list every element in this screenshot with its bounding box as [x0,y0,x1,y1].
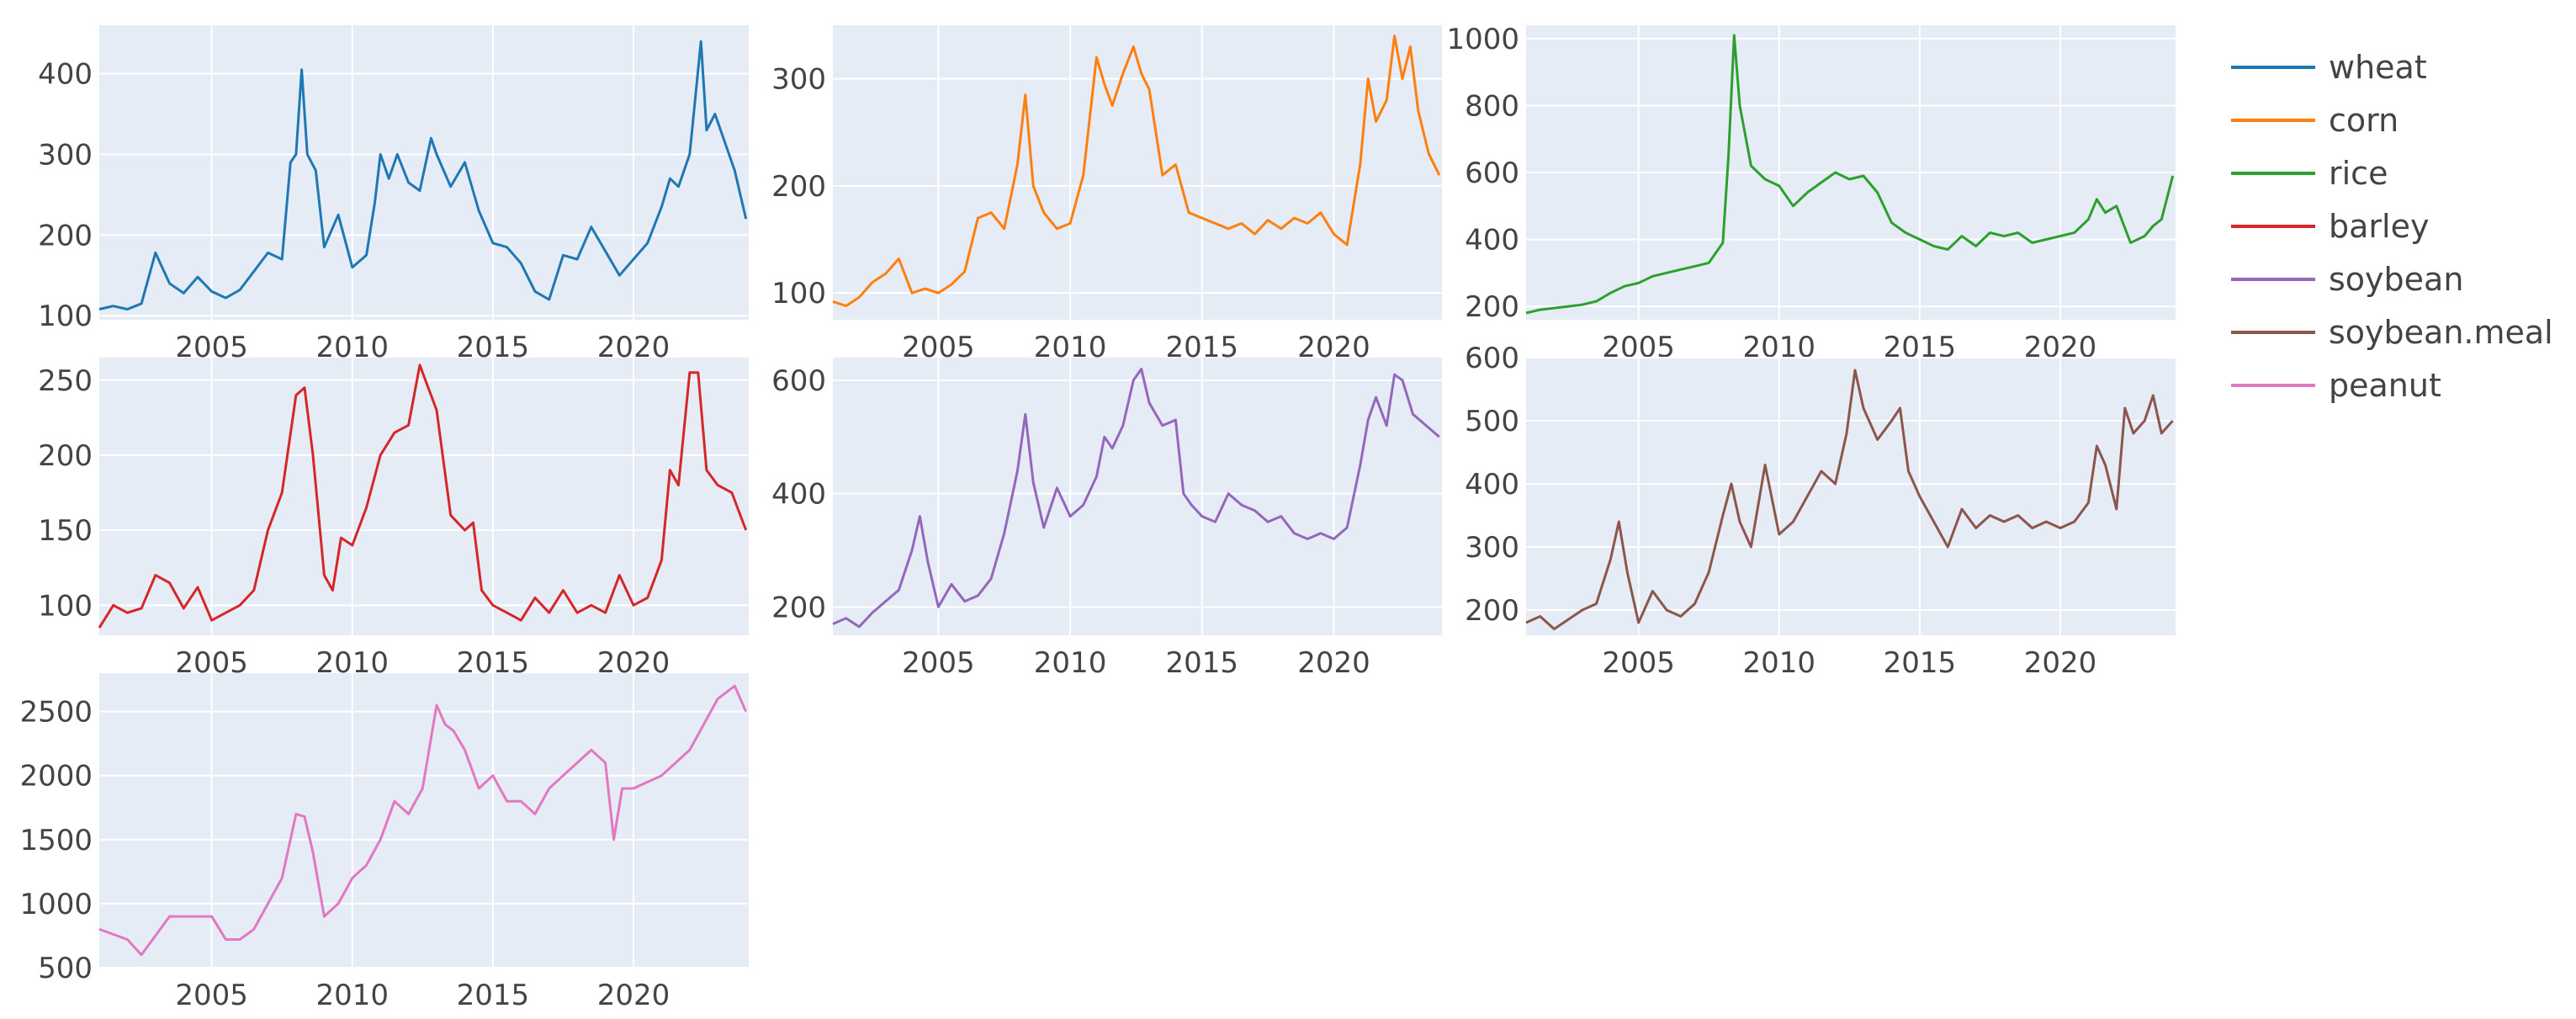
legend-item-soybean[interactable]: soybean [2231,261,2463,298]
legend-label: wheat [2329,49,2427,86]
x-tick-label: 2015 [457,979,530,1012]
x-tick-label: 2020 [1297,646,1370,680]
x-tick-label: 2015 [1884,646,1957,680]
y-tick-label: 200 [1465,594,1519,628]
legend-item-rice[interactable]: rice [2231,155,2388,192]
plot-area [99,358,749,635]
y-tick-label: 200 [38,219,93,252]
legend-label: peanut [2329,367,2441,404]
subplot-soybean-meal: 2005 2010 2015 2020 200 300 400 500 600 [1465,342,2176,680]
legend-label: soybean.meal [2329,314,2553,351]
subplot-soybean: 2005 2010 2015 2020 200 400 600 [771,358,1442,680]
series-line-soybean-meal [1525,369,2174,630]
y-tick-label: 250 [38,364,93,398]
y-tick-label: 1500 [19,824,93,857]
legend-item-wheat[interactable]: wheat [2231,49,2427,86]
y-tick-label: 150 [38,514,93,548]
y-tick-label: 200 [1465,290,1519,324]
y-tick-label: 300 [771,63,826,97]
y-tick-label: 1000 [1446,23,1519,56]
x-tick-label: 2010 [1743,646,1816,680]
legend-item-corn[interactable]: corn [2231,102,2398,139]
y-tick-label: 1000 [19,888,93,921]
series-line-soybean [832,368,1440,629]
y-tick-label: 600 [771,364,826,398]
series-line-barley [98,364,748,629]
y-tick-label: 500 [1465,405,1519,438]
legend-label: corn [2329,102,2398,139]
legend-item-peanut[interactable]: peanut [2231,367,2441,404]
subplot-peanut: 2005 2010 2015 2020 500 1000 1500 2000 2500 [19,673,749,1012]
y-tick-label: 2000 [19,760,93,793]
y-tick-label: 300 [1465,531,1519,565]
plot-area [833,358,1442,635]
y-tick-label: 2500 [19,696,93,730]
y-tick-label: 200 [38,439,93,473]
y-tick-label: 100 [38,300,93,333]
x-tick-label: 2005 [902,646,975,680]
plot-area [99,673,749,968]
y-tick-label: 200 [771,170,826,204]
x-tick-label: 2010 [1034,646,1107,680]
legend-item-barley[interactable]: barley [2231,208,2429,245]
y-tick-label: 400 [38,58,93,92]
x-tick-label: 2005 [175,979,248,1012]
x-tick-label: 2010 [316,979,390,1012]
y-tick-label: 600 [1465,342,1519,375]
y-tick-label: 400 [771,478,826,512]
y-tick-label: 400 [1465,468,1519,502]
legend-label: soybean [2329,261,2463,298]
series-line-peanut [98,684,748,957]
x-tick-label: 2020 [597,979,671,1012]
y-tick-label: 300 [38,138,93,172]
y-tick-label: 100 [771,277,826,310]
y-tick-label: 200 [771,591,826,624]
y-tick-label: 600 [1465,157,1519,190]
y-tick-label: 800 [1465,89,1519,123]
series-line-corn [832,34,1441,307]
y-tick-label: 100 [38,589,93,623]
x-tick-label: 2015 [1166,646,1239,680]
legend-label: rice [2329,155,2388,192]
plot-area [833,25,1442,320]
y-tick-label: 400 [1465,224,1519,257]
series-line-wheat [98,40,748,310]
y-tick-label: 500 [38,952,93,985]
x-tick-label: 2005 [1602,646,1675,680]
legend-label: barley [2329,208,2429,245]
legend: wheat corn rice barley soybean soybean.meal pe… [2231,49,2553,404]
legend-item-soybean-meal[interactable]: soybean.meal [2231,314,2553,351]
series-line-rice [1525,34,2175,315]
x-tick-label: 2020 [2024,646,2097,680]
